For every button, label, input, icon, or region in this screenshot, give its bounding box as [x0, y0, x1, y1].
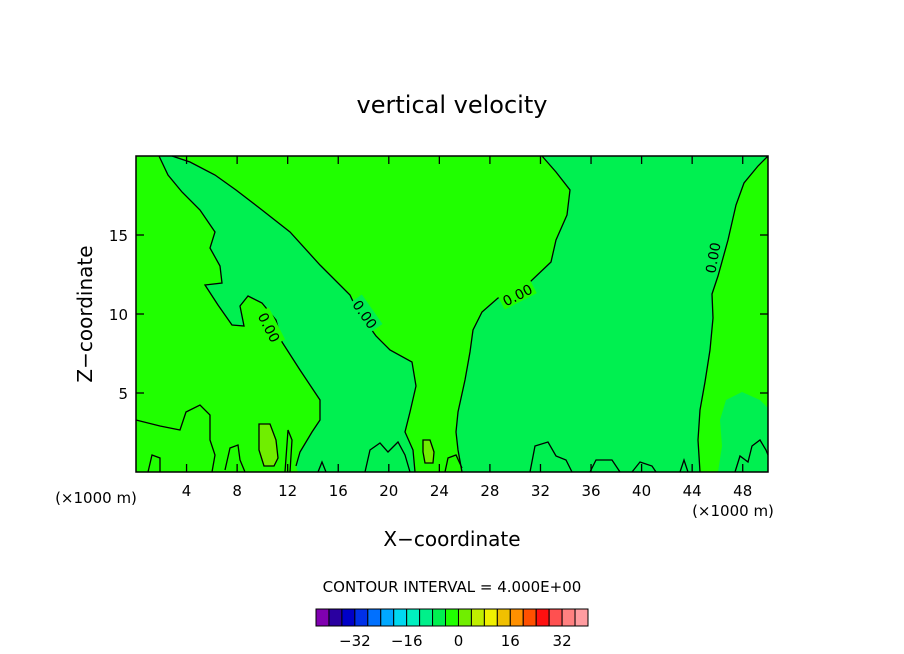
colorbar-swatch: [328, 608, 343, 627]
y-axis-label: Z−coordinate: [73, 245, 97, 382]
colorbar-swatch: [367, 608, 382, 627]
x-tick-label: 36: [581, 482, 600, 500]
colorbar-swatch: [354, 608, 369, 627]
colorbar-swatch: [483, 608, 498, 627]
colorbar-swatch: [419, 608, 434, 627]
x-axis-label: X−coordinate: [383, 527, 520, 551]
colorbar-tick-label: −32: [339, 632, 371, 650]
contour-right: [697, 155, 769, 473]
x-unit-left: (×1000 m): [55, 489, 137, 507]
x-axis-ticks: 4 8 12 16 20 24 28 32 36 40 44 48: [182, 156, 752, 500]
colorbar-swatch: [380, 608, 395, 627]
contour-interval: CONTOUR INTERVAL = 4.000E+00: [323, 578, 582, 596]
colorbar-tick-label: −16: [391, 632, 423, 650]
colorbar-tick-label: 32: [553, 632, 572, 650]
colorbar-swatch: [522, 608, 537, 627]
contour-label-4: 0.00: [703, 241, 724, 274]
x-tick-label: 4: [182, 482, 192, 500]
y-tick-label: 15: [109, 227, 128, 245]
negative-region-lower-right: [718, 392, 768, 472]
contour-cell-2: [422, 439, 435, 464]
colorbar-swatch: [561, 608, 576, 627]
colorbar-swatch: [509, 608, 524, 627]
colorbar-swatch: [393, 608, 408, 627]
x-tick-label: 32: [531, 482, 550, 500]
x-unit-right: (×1000 m): [692, 502, 774, 520]
contour-center-right: [455, 155, 571, 473]
colorbar-tick-label: 0: [454, 632, 464, 650]
region-lower-right: [718, 392, 768, 472]
x-tick-label: 12: [278, 482, 297, 500]
colorbar-swatch: [470, 608, 485, 627]
positive-region-left: [136, 156, 320, 472]
colorbar-tick-label: 16: [501, 632, 520, 650]
x-tick-label: 8: [232, 482, 242, 500]
x-tick-label: 40: [632, 482, 651, 500]
colorbar: [315, 608, 589, 627]
x-tick-label: 28: [480, 482, 499, 500]
colorbar-swatch: [457, 608, 472, 627]
chart-title: vertical velocity: [357, 91, 548, 119]
y-axis-ticks: 5 10 15: [109, 227, 768, 403]
colorbar-swatch: [548, 608, 563, 627]
y-tick-label: 10: [109, 306, 128, 324]
colorbar-swatch: [406, 608, 421, 627]
plot-area: 0.00 0.00 0.00 0.00: [135, 155, 769, 473]
region-right: [698, 156, 768, 472]
colorbar-swatch: [574, 608, 589, 627]
colorbar-tick-labels: −32 −16 0 16 32: [339, 632, 572, 650]
colorbar-swatch: [432, 608, 447, 627]
y-tick-label: 5: [118, 385, 128, 403]
x-tick-label: 20: [379, 482, 398, 500]
x-tick-label: 16: [329, 482, 348, 500]
colorbar-swatch: [315, 608, 330, 627]
x-tick-label: 44: [683, 482, 702, 500]
x-tick-label: 24: [430, 482, 449, 500]
colorbar-swatch: [496, 608, 511, 627]
colorbar-swatch: [341, 608, 356, 627]
contour-cell-1: [258, 423, 279, 467]
region-left: [136, 156, 320, 472]
positive-region-right: [698, 156, 768, 472]
colorbar-swatch: [535, 608, 550, 627]
x-tick-label: 48: [733, 482, 752, 500]
contour-left: [158, 155, 321, 467]
colorbar-swatch: [445, 608, 459, 627]
lower-boundary-contours: [135, 404, 769, 473]
